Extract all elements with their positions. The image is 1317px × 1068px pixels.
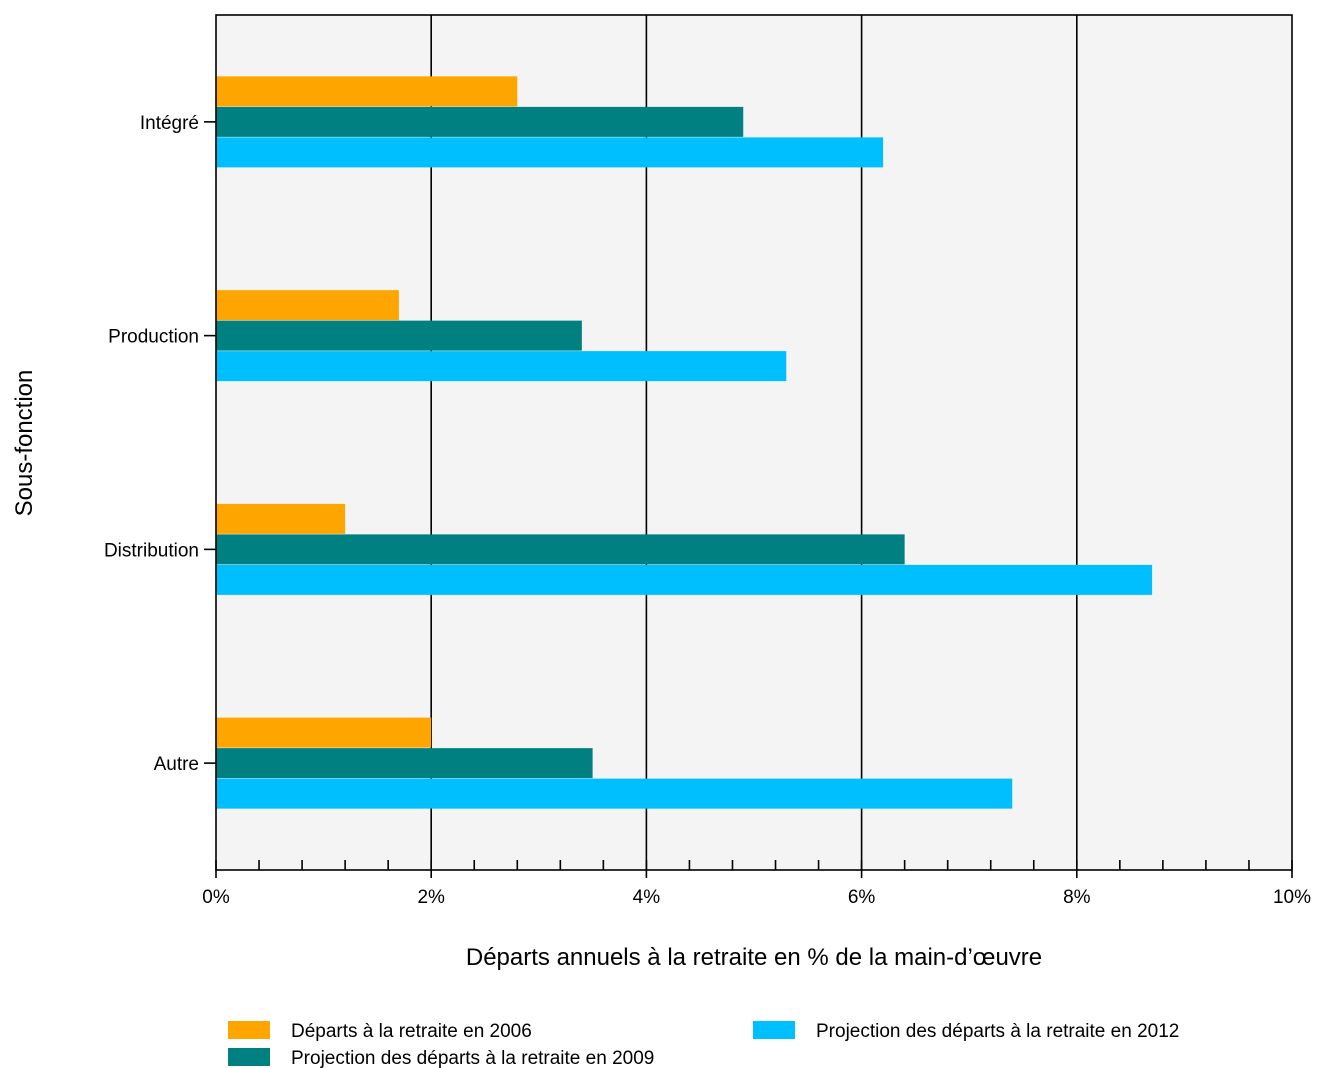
bar	[216, 778, 1013, 809]
x-tick-label: 8%	[1063, 887, 1091, 908]
x-tick-label: 0%	[202, 887, 230, 908]
bar	[216, 351, 787, 382]
legend-label: Départs à la retraite en 2006	[291, 1021, 532, 1042]
bar	[216, 320, 582, 351]
axes	[215, 14, 1293, 871]
x-tick-label: 6%	[848, 887, 876, 908]
plot-frame	[215, 14, 1293, 871]
legend-swatch	[753, 1021, 795, 1039]
legend-swatch	[228, 1021, 270, 1039]
bar	[216, 137, 884, 168]
bars	[216, 76, 1153, 809]
y-tick-label: Autre	[154, 754, 199, 775]
y-tick-label: Production	[108, 327, 199, 348]
bar	[216, 76, 518, 107]
x-tick-label: 10%	[1273, 887, 1311, 908]
bar	[216, 748, 593, 779]
bar	[216, 717, 432, 748]
bar	[216, 106, 744, 137]
y-axis-ticks: Intégré Production Distribution Autre	[104, 113, 216, 775]
bar	[216, 534, 905, 565]
legend-label: Projection des départs à la retraite en …	[291, 1048, 654, 1068]
bar	[216, 564, 1153, 595]
legend-swatch	[228, 1048, 270, 1066]
y-tick-label: Distribution	[104, 540, 199, 561]
x-axis-title: Départs annuels à la retraite en % de la…	[466, 944, 1042, 971]
y-tick-label: Intégré	[140, 113, 199, 134]
x-axis-ticks: 0% 2% 4% 6% 8% 10%	[202, 860, 1311, 908]
y-axis-title: Sous-fonction	[11, 370, 38, 517]
bar	[216, 290, 399, 321]
x-tick-label: 4%	[633, 887, 661, 908]
legend: Départs à la retraite en 2006 Projection …	[228, 1021, 1179, 1068]
x-tick-label: 2%	[417, 887, 445, 908]
legend-label: Projection des départs à la retraite en …	[816, 1021, 1179, 1042]
bar	[216, 503, 346, 534]
